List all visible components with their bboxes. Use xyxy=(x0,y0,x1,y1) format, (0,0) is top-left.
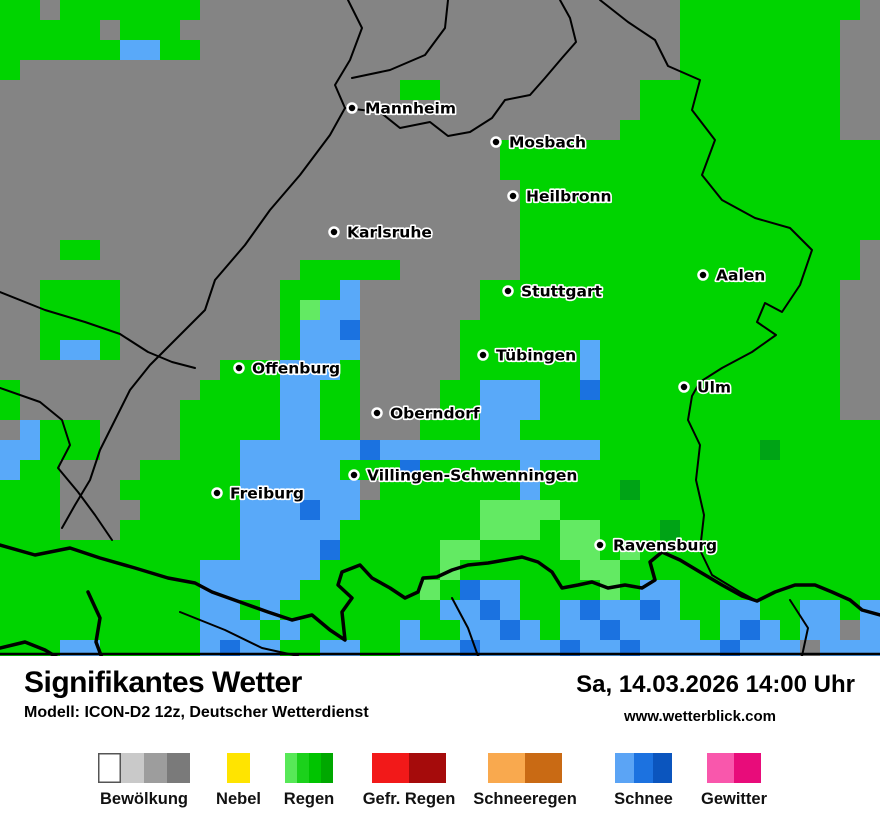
city-label: Offenburg xyxy=(252,360,340,378)
legend-swatch xyxy=(409,753,446,783)
legend-label: Schneeregen xyxy=(473,790,577,808)
precipitation-raster xyxy=(0,0,880,656)
legend-swatches xyxy=(372,753,509,783)
legend-swatch xyxy=(734,753,761,783)
legend-swatch xyxy=(372,753,409,783)
city-dot-icon xyxy=(328,226,340,238)
city-marker: Offenburg xyxy=(233,358,342,379)
legend-item-gewitter: Gewitter xyxy=(701,753,834,809)
model-info: Modell: ICON-D2 12z, Deutscher Wetterdie… xyxy=(24,704,369,721)
city-dot-icon xyxy=(507,190,519,202)
city-marker: Aalen xyxy=(697,265,767,286)
legend-swatches xyxy=(227,753,339,783)
legend-swatch xyxy=(285,753,297,783)
legend-swatches xyxy=(615,753,744,783)
city-marker: Oberndorf xyxy=(371,403,481,424)
weather-map-svg: Mannheim Mosbach Heilbronn Karlsruhe Stuttga… xyxy=(0,0,880,656)
legend-label: Gefr. Regen xyxy=(362,790,456,808)
forecast-datetime: Sa, 14.03.2026 14:00 Uhr xyxy=(576,671,855,698)
legend-item-schnee: Schnee xyxy=(614,753,744,809)
city-marker: Karlsruhe xyxy=(328,222,433,243)
city-dot-icon xyxy=(477,349,489,361)
legend-swatch xyxy=(707,753,734,783)
legend-item-nebel: Nebel xyxy=(216,753,339,809)
legend-swatch xyxy=(615,753,634,783)
city-marker: Villingen-Schwenningen xyxy=(348,465,579,486)
header: Signifikantes Wetter Sa, 14.03.2026 14:0… xyxy=(0,656,880,752)
legend-item-schneeregen: Schneeregen xyxy=(473,753,625,809)
legend-swatch xyxy=(309,753,321,783)
city-dot-icon xyxy=(490,136,502,148)
city-label: Villingen-Schwenningen xyxy=(367,467,577,485)
city-label: Ravensburg xyxy=(613,537,717,555)
legend-swatch xyxy=(297,753,309,783)
weather-map: Mannheim Mosbach Heilbronn Karlsruhe Stuttga… xyxy=(0,0,880,656)
city-label: Freiburg xyxy=(230,485,304,503)
legend-label: Bewölkung xyxy=(99,790,188,808)
legend-label: Schnee xyxy=(614,790,673,808)
city-marker: Ravensburg xyxy=(594,535,719,556)
border-lines xyxy=(0,0,880,656)
city-dot-icon xyxy=(348,469,360,481)
city-marker: Mosbach xyxy=(490,132,588,153)
legend-swatch xyxy=(488,753,525,783)
city-dot-icon xyxy=(697,269,709,281)
city-label: Stuttgart xyxy=(521,283,603,301)
city-dot-icon xyxy=(678,381,690,393)
legend: Bewölkung Nebel Regen Gefr. Regen Schneerege… xyxy=(0,745,880,830)
legend-item-bew-lkung: Bewölkung xyxy=(98,753,244,809)
city-marker: Mannheim xyxy=(346,98,458,119)
legend-swatch xyxy=(227,753,250,783)
city-label: Ulm xyxy=(697,379,731,397)
city-label: Mosbach xyxy=(509,134,586,152)
city-marker: Heilbronn xyxy=(507,186,613,207)
city-label: Oberndorf xyxy=(390,405,480,423)
legend-swatch xyxy=(121,753,144,783)
legend-swatches xyxy=(285,753,409,783)
city-dot-icon xyxy=(371,407,383,419)
city-marker: Stuttgart xyxy=(502,281,604,302)
legend-swatch xyxy=(167,753,190,783)
city-label: Heilbronn xyxy=(526,188,612,206)
legend-swatch xyxy=(634,753,653,783)
legend-label: Nebel xyxy=(216,790,261,808)
legend-swatch xyxy=(98,753,121,783)
city-label: Karlsruhe xyxy=(347,224,432,242)
city-dot-icon xyxy=(594,539,606,551)
legend-swatch xyxy=(653,753,672,783)
city-dot-icon xyxy=(233,362,245,374)
city-marker: Ulm xyxy=(678,377,733,398)
city-label: Mannheim xyxy=(365,100,456,118)
city-dot-icon xyxy=(211,487,223,499)
legend-swatch xyxy=(144,753,167,783)
legend-swatch xyxy=(321,753,333,783)
legend-item-gefr-regen: Gefr. Regen xyxy=(363,753,509,809)
city-marker: Freiburg xyxy=(211,483,306,504)
city-label: Tübingen xyxy=(496,347,576,365)
legend-swatch xyxy=(525,753,562,783)
city-markers: Mannheim Mosbach Heilbronn Karlsruhe Stuttga… xyxy=(211,98,767,556)
legend-swatches xyxy=(707,753,834,783)
city-label: Aalen xyxy=(716,267,765,285)
legend-swatches xyxy=(98,753,244,783)
legend-item-regen: Regen xyxy=(284,753,409,809)
website-url: www.wetterblick.com xyxy=(624,708,776,725)
city-dot-icon xyxy=(502,285,514,297)
legend-label: Regen xyxy=(283,790,335,808)
city-dot-icon xyxy=(346,102,358,114)
legend-swatches xyxy=(488,753,625,783)
page-title: Signifikantes Wetter xyxy=(24,666,302,699)
city-marker: Tübingen xyxy=(477,345,578,366)
legend-label: Gewitter xyxy=(700,790,768,808)
